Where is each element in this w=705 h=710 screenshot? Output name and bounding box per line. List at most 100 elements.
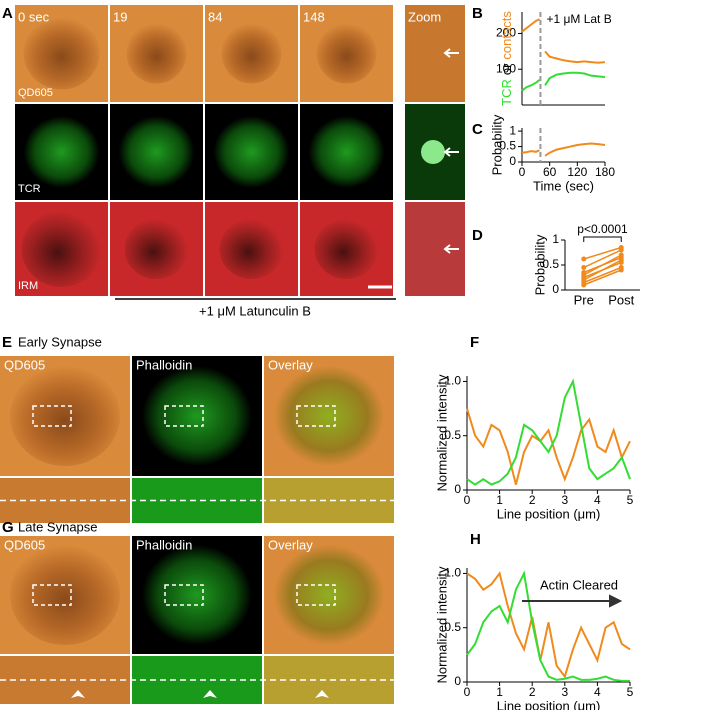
x-tick-label: 1 bbox=[496, 685, 503, 699]
pair-line bbox=[583, 254, 622, 276]
pair-line bbox=[583, 259, 622, 281]
x-tick-label: 0 bbox=[464, 493, 471, 507]
x-tick-label: 4 bbox=[594, 493, 601, 507]
x-tick-label: 5 bbox=[627, 493, 634, 507]
data-line bbox=[521, 71, 606, 92]
data-line bbox=[466, 408, 631, 485]
image-label: Overlay bbox=[268, 357, 313, 372]
data-line bbox=[466, 571, 631, 679]
significance-label: p<0.0001 bbox=[577, 222, 628, 236]
panel-title: Late Synapse bbox=[18, 519, 98, 534]
point bbox=[618, 267, 624, 273]
point bbox=[581, 256, 587, 262]
roi-box bbox=[296, 584, 336, 606]
panel-label: G bbox=[2, 519, 14, 536]
zoom-label: Zoom bbox=[408, 9, 441, 24]
point bbox=[618, 247, 624, 253]
time-label: 148 bbox=[303, 9, 325, 24]
panel-label: B bbox=[472, 5, 483, 22]
arrow bbox=[443, 147, 459, 157]
y-tick-label: 1.0 bbox=[444, 374, 461, 388]
cell bbox=[126, 23, 187, 84]
channel-label: TCR bbox=[18, 183, 41, 195]
cell bbox=[10, 545, 120, 645]
pair-line bbox=[583, 246, 622, 260]
y-axis-label: TCR or contacts bbox=[499, 11, 514, 106]
point bbox=[581, 282, 587, 288]
cell bbox=[221, 23, 282, 84]
legend-entry: contacts bbox=[499, 11, 514, 60]
treatment-label: +1 μM Latunculin B bbox=[199, 303, 311, 318]
y-axis-label: Probability bbox=[532, 234, 547, 295]
time-label: 0 sec bbox=[18, 9, 50, 24]
cell bbox=[213, 116, 290, 188]
point bbox=[618, 257, 624, 263]
x-axis-label: Line position (μm) bbox=[497, 698, 601, 710]
x-tick-label: 2 bbox=[529, 685, 536, 699]
data-line bbox=[466, 378, 631, 486]
panel-a-text: A 0 sec 19 84 148 Zoom QD605 TCR IRM +1 … bbox=[2, 5, 483, 548]
y-tick-label: 0 bbox=[454, 482, 461, 496]
channel-label: QD605 bbox=[18, 87, 53, 99]
cell bbox=[23, 17, 100, 90]
cell bbox=[142, 545, 252, 645]
y-axis-label: Probability bbox=[489, 114, 504, 175]
cell bbox=[274, 366, 384, 466]
legend-entry: TCR bbox=[499, 79, 514, 106]
y-tick-label: 0.5 bbox=[542, 257, 559, 271]
panel-label: A bbox=[2, 5, 13, 22]
image-label: Phalloidin bbox=[136, 357, 192, 372]
x-tick-label: 180 bbox=[595, 165, 615, 179]
cell bbox=[274, 545, 384, 645]
x-tick-label: Pre bbox=[574, 292, 594, 307]
cell bbox=[10, 366, 120, 466]
image-label: QD605 bbox=[4, 357, 45, 372]
cell bbox=[308, 116, 385, 188]
roi-box bbox=[164, 405, 204, 427]
x-tick-label: 60 bbox=[543, 165, 557, 179]
y-axis-label: Normalized intensity bbox=[434, 374, 449, 492]
micrographs: QD605 Phalloidin Overlay QD605 Phalloidin Ove… bbox=[0, 5, 465, 704]
panel-label: C bbox=[472, 121, 483, 138]
cell bbox=[23, 116, 100, 188]
image-label: Overlay bbox=[268, 537, 313, 552]
cell bbox=[124, 219, 189, 279]
cell bbox=[21, 211, 102, 287]
arrow bbox=[443, 48, 459, 58]
x-axis-label: Line position (μm) bbox=[497, 506, 601, 521]
image-label: Phalloidin bbox=[136, 537, 192, 552]
arrowhead bbox=[71, 690, 85, 698]
data-line bbox=[521, 18, 606, 64]
x-tick-label: 2 bbox=[529, 493, 536, 507]
data-line bbox=[521, 142, 606, 157]
x-tick-label: 0 bbox=[464, 685, 471, 699]
channel-label: IRM bbox=[18, 280, 38, 292]
annotation: Actin Cleared bbox=[540, 577, 618, 592]
roi-box bbox=[32, 405, 72, 427]
cell bbox=[316, 23, 377, 84]
x-tick-label: 4 bbox=[594, 685, 601, 699]
pair-line bbox=[583, 269, 622, 286]
point bbox=[581, 265, 587, 270]
y-tick-label: 1 bbox=[552, 232, 559, 246]
x-tick-label: 3 bbox=[561, 685, 568, 699]
y-axis-label: Normalized intensity bbox=[434, 566, 449, 684]
y-tick-label: 0 bbox=[552, 282, 559, 296]
y-tick-label: 200 bbox=[496, 26, 516, 40]
y-tick-label: 1.0 bbox=[444, 566, 461, 580]
panel-label: F bbox=[470, 334, 479, 351]
x-tick-label: 1 bbox=[496, 493, 503, 507]
cell bbox=[118, 116, 195, 188]
panel-label: H bbox=[470, 531, 481, 548]
x-tick-label: 0 bbox=[519, 165, 526, 179]
panel-label: E bbox=[2, 334, 12, 351]
roi-box bbox=[296, 405, 336, 427]
cell bbox=[219, 219, 284, 279]
y-tick-label: 1 bbox=[509, 123, 516, 137]
x-tick-label: 3 bbox=[561, 493, 568, 507]
arrowhead bbox=[203, 690, 217, 698]
y-tick-label: 100 bbox=[496, 61, 516, 75]
arrow bbox=[443, 244, 459, 254]
pair-line bbox=[583, 266, 622, 284]
